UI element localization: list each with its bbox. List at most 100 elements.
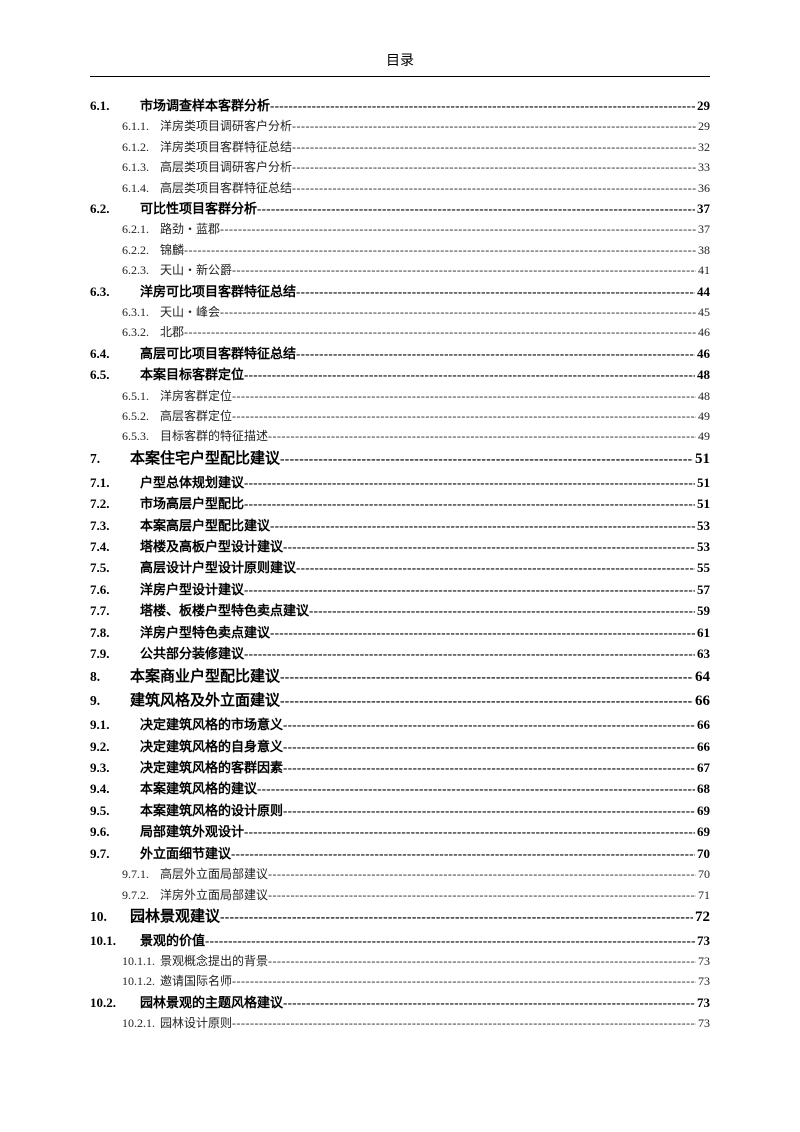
toc-entry-page: 69 bbox=[695, 800, 710, 821]
toc-entry-title: 高层客群定位 bbox=[160, 406, 232, 426]
toc-leader bbox=[232, 1013, 696, 1033]
toc-leader bbox=[244, 643, 695, 664]
toc-entry-title: 洋房户型设计建议 bbox=[140, 579, 244, 600]
toc-leader bbox=[296, 557, 695, 578]
toc-entry-title: 邀请国际名师 bbox=[160, 971, 232, 991]
toc-leader bbox=[220, 302, 696, 322]
toc-entry-page: 73 bbox=[696, 951, 710, 971]
toc-entry-page: 48 bbox=[696, 386, 710, 406]
toc-entry-page: 51 bbox=[693, 447, 710, 472]
toc-entry-number: 7.6. bbox=[90, 579, 140, 600]
toc-entry-title: 洋房外立面局部建议 bbox=[160, 885, 268, 905]
toc-entry-title: 塔楼及高板户型设计建议 bbox=[140, 536, 283, 557]
toc-leader bbox=[296, 343, 695, 364]
toc-entry-number: 6.1.2. bbox=[90, 137, 160, 157]
toc-entry-number: 6.1.1. bbox=[90, 116, 160, 136]
toc-entry-page: 70 bbox=[696, 864, 710, 884]
toc-entry-number: 10. bbox=[90, 906, 130, 928]
toc-entry: 6.3.洋房可比项目客群特征总结 44 bbox=[90, 281, 710, 302]
toc-entry: 6.1.1.洋房类项目调研客户分析 29 bbox=[90, 116, 710, 136]
toc-entry-page: 49 bbox=[696, 406, 710, 426]
toc-entry-number: 9.4. bbox=[90, 778, 140, 799]
toc-entry-number: 6.3.2. bbox=[90, 322, 160, 342]
table-of-contents: 6.1.市场调查样本客群分析 296.1.1.洋房类项目调研客户分析 296.1… bbox=[90, 95, 710, 1034]
toc-entry: 7.1.户型总体规划建议 51 bbox=[90, 472, 710, 493]
toc-entry-title: 可比性项目客群分析 bbox=[140, 198, 257, 219]
toc-entry: 7.4.塔楼及高板户型设计建议 53 bbox=[90, 536, 710, 557]
toc-leader bbox=[296, 281, 695, 302]
toc-entry-number: 6.2.3. bbox=[90, 260, 160, 280]
toc-entry-page: 73 bbox=[695, 930, 710, 951]
toc-leader bbox=[232, 386, 696, 406]
toc-leader bbox=[283, 992, 695, 1013]
toc-entry-title: 北郡 bbox=[160, 322, 184, 342]
toc-entry-title: 外立面细节建议 bbox=[140, 843, 231, 864]
toc-leader bbox=[283, 714, 695, 735]
toc-entry-title: 高层类项目调研客户分析 bbox=[160, 157, 292, 177]
toc-entry-page: 63 bbox=[695, 643, 710, 664]
toc-entry-title: 决定建筑风格的自身意义 bbox=[140, 736, 283, 757]
toc-entry-number: 6.5.2. bbox=[90, 406, 160, 426]
toc-entry-title: 锦麟 bbox=[160, 240, 184, 260]
toc-entry-title: 高层类项目客群特征总结 bbox=[160, 178, 292, 198]
toc-entry: 6.1.市场调查样本客群分析 29 bbox=[90, 95, 710, 116]
toc-entry-number: 6.5. bbox=[90, 364, 140, 385]
toc-leader bbox=[283, 736, 695, 757]
toc-entry-number: 9.1. bbox=[90, 714, 140, 735]
toc-entry: 6.5.3.目标客群的特征描述 49 bbox=[90, 426, 710, 446]
toc-entry-page: 33 bbox=[696, 157, 710, 177]
toc-entry-number: 9.7. bbox=[90, 843, 140, 864]
toc-entry: 6.2.1.路劲・蓝郡 37 bbox=[90, 219, 710, 239]
toc-leader bbox=[283, 757, 695, 778]
toc-entry-title: 景观概念提出的背景 bbox=[160, 951, 268, 971]
toc-leader bbox=[244, 472, 695, 493]
toc-entry-page: 73 bbox=[696, 971, 710, 991]
toc-entry-title: 天山・新公爵 bbox=[160, 260, 232, 280]
toc-entry-number: 6.3. bbox=[90, 281, 140, 302]
toc-entry-page: 32 bbox=[696, 137, 710, 157]
toc-entry-page: 72 bbox=[693, 905, 710, 930]
toc-entry-page: 73 bbox=[696, 1013, 710, 1033]
toc-entry-page: 51 bbox=[695, 493, 710, 514]
toc-leader bbox=[309, 600, 695, 621]
toc-entry-page: 36 bbox=[696, 178, 710, 198]
toc-entry-title: 市场调查样本客群分析 bbox=[140, 95, 270, 116]
toc-entry-page: 69 bbox=[695, 821, 710, 842]
toc-leader bbox=[244, 364, 695, 385]
toc-leader bbox=[244, 821, 695, 842]
toc-entry-page: 73 bbox=[695, 992, 710, 1013]
toc-entry-page: 55 bbox=[695, 557, 710, 578]
toc-entry-page: 64 bbox=[693, 665, 710, 690]
toc-entry-title: 本案高层户型配比建议 bbox=[140, 515, 270, 536]
toc-entry: 6.1.2.洋房类项目客群特征总结 32 bbox=[90, 137, 710, 157]
toc-leader bbox=[257, 198, 695, 219]
toc-entry: 6.5.本案目标客群定位 48 bbox=[90, 364, 710, 385]
toc-entry-page: 66 bbox=[695, 714, 710, 735]
toc-entry-number: 6.5.3. bbox=[90, 426, 160, 446]
toc-entry: 7.8.洋房户型特色卖点建议 61 bbox=[90, 622, 710, 643]
toc-leader bbox=[268, 951, 696, 971]
toc-entry-page: 49 bbox=[696, 426, 710, 446]
toc-entry: 7.6.洋房户型设计建议 57 bbox=[90, 579, 710, 600]
toc-entry-title: 户型总体规划建议 bbox=[140, 472, 244, 493]
toc-entry-title: 洋房类项目客群特征总结 bbox=[160, 137, 292, 157]
toc-entry: 9.5.本案建筑风格的设计原则 69 bbox=[90, 800, 710, 821]
toc-entry-page: 44 bbox=[695, 281, 710, 302]
toc-entry-title: 路劲・蓝郡 bbox=[160, 219, 220, 239]
toc-entry-number: 6.2. bbox=[90, 198, 140, 219]
toc-entry-title: 塔楼、板楼户型特色卖点建议 bbox=[140, 600, 309, 621]
toc-entry-title: 景观的价值 bbox=[140, 930, 205, 951]
toc-entry-page: 59 bbox=[695, 600, 710, 621]
toc-leader bbox=[283, 800, 695, 821]
toc-entry-number: 8. bbox=[90, 666, 130, 688]
toc-leader bbox=[270, 515, 695, 536]
toc-leader bbox=[244, 493, 695, 514]
toc-entry-page: 57 bbox=[695, 579, 710, 600]
toc-entry-title: 天山・峰会 bbox=[160, 302, 220, 322]
toc-entry-number: 7.4. bbox=[90, 536, 140, 557]
toc-entry-page: 53 bbox=[695, 536, 710, 557]
toc-leader bbox=[232, 971, 696, 991]
toc-entry: 9.3.决定建筑风格的客群因素 67 bbox=[90, 757, 710, 778]
toc-entry-page: 68 bbox=[695, 778, 710, 799]
toc-entry-title: 本案建筑风格的设计原则 bbox=[140, 800, 283, 821]
